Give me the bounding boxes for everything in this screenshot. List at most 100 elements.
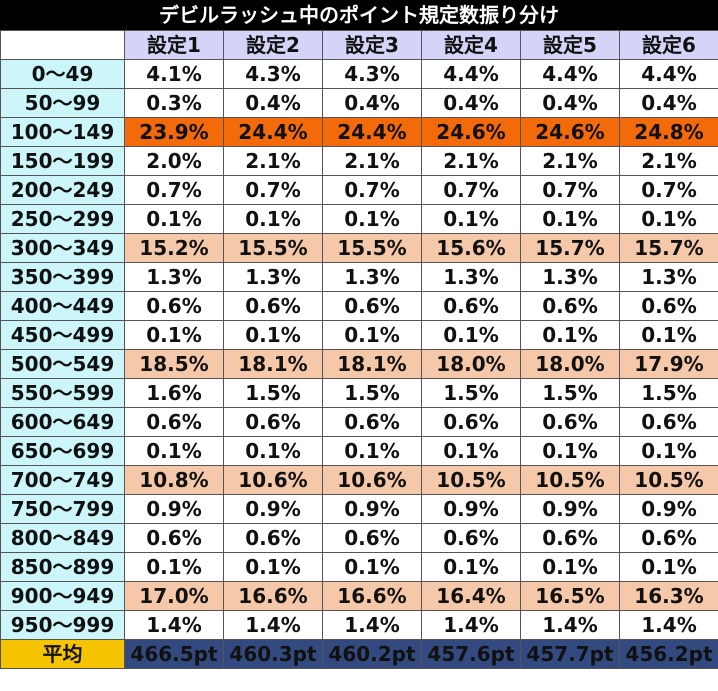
- range-cell: 750～799: [0, 494, 125, 524]
- table-row: 0～49 4.1% 4.3% 4.3% 4.4% 4.4% 4.4%: [0, 59, 718, 89]
- value-cell: 0.1%: [619, 320, 718, 350]
- value-cell: 0.9%: [421, 494, 521, 524]
- header-row: 設定1 設定2 設定3 設定4 設定5 設定6: [0, 30, 718, 60]
- value-cell: 18.0%: [421, 349, 521, 379]
- value-cell: 18.1%: [223, 349, 323, 379]
- value-cell: 0.7%: [421, 175, 521, 205]
- value-cell: 0.1%: [124, 320, 224, 350]
- value-cell: 23.9%: [124, 117, 224, 147]
- range-cell: 0～49: [0, 59, 125, 89]
- average-value: 466.5pt: [124, 639, 224, 669]
- value-cell: 1.5%: [322, 378, 422, 408]
- value-cell: 24.4%: [223, 117, 323, 147]
- table-row: 250～299 0.1% 0.1% 0.1% 0.1% 0.1% 0.1%: [0, 204, 718, 234]
- average-value: 457.6pt: [421, 639, 521, 669]
- table-row: 50～99 0.3% 0.4% 0.4% 0.4% 0.4% 0.4%: [0, 88, 718, 118]
- value-cell: 0.6%: [520, 291, 620, 321]
- value-cell: 0.1%: [322, 436, 422, 466]
- average-value: 460.2pt: [322, 639, 422, 669]
- value-cell: 0.7%: [619, 175, 718, 205]
- range-cell: 400～449: [0, 291, 125, 321]
- value-cell: 2.0%: [124, 146, 224, 176]
- value-cell: 0.7%: [520, 175, 620, 205]
- value-cell: 1.4%: [619, 610, 718, 640]
- table-row: 450～499 0.1% 0.1% 0.1% 0.1% 0.1% 0.1%: [0, 320, 718, 350]
- value-cell: 10.6%: [322, 465, 422, 495]
- value-cell: 0.6%: [322, 407, 422, 437]
- value-cell: 0.1%: [124, 436, 224, 466]
- value-cell: 15.7%: [619, 233, 718, 263]
- value-cell: 0.9%: [223, 494, 323, 524]
- value-cell: 0.1%: [421, 320, 521, 350]
- value-cell: 4.3%: [223, 59, 323, 89]
- value-cell: 0.7%: [223, 175, 323, 205]
- value-cell: 0.1%: [619, 204, 718, 234]
- value-cell: 0.6%: [619, 407, 718, 437]
- value-cell: 0.1%: [520, 320, 620, 350]
- table-row: 600～649 0.6% 0.6% 0.6% 0.6% 0.6% 0.6%: [0, 407, 718, 437]
- value-cell: 0.1%: [223, 204, 323, 234]
- table-row: 800～849 0.6% 0.6% 0.6% 0.6% 0.6% 0.6%: [0, 523, 718, 553]
- value-cell: 24.8%: [619, 117, 718, 147]
- value-cell: 0.6%: [619, 291, 718, 321]
- header-setting-5: 設定5: [520, 30, 620, 60]
- value-cell: 15.7%: [520, 233, 620, 263]
- value-cell: 15.5%: [223, 233, 323, 263]
- value-cell: 0.6%: [421, 407, 521, 437]
- table-row: 150～199 2.0% 2.1% 2.1% 2.1% 2.1% 2.1%: [0, 146, 718, 176]
- value-cell: 0.1%: [520, 436, 620, 466]
- value-cell: 0.4%: [322, 88, 422, 118]
- value-cell: 1.3%: [520, 262, 620, 292]
- value-cell: 0.6%: [619, 523, 718, 553]
- value-cell: 0.1%: [322, 204, 422, 234]
- value-cell: 0.4%: [619, 88, 718, 118]
- table-title: デビルラッシュ中のポイント規定数振り分け: [0, 0, 718, 30]
- value-cell: 1.6%: [124, 378, 224, 408]
- value-cell: 0.6%: [223, 523, 323, 553]
- value-cell: 0.1%: [421, 204, 521, 234]
- table-row: 400～449 0.6% 0.6% 0.6% 0.6% 0.6% 0.6%: [0, 291, 718, 321]
- value-cell: 15.6%: [421, 233, 521, 263]
- average-value: 457.7pt: [520, 639, 620, 669]
- value-cell: 16.6%: [322, 581, 422, 611]
- table-row: 850～899 0.1% 0.1% 0.1% 0.1% 0.1% 0.1%: [0, 552, 718, 582]
- value-cell: 1.4%: [124, 610, 224, 640]
- value-cell: 2.1%: [520, 146, 620, 176]
- value-cell: 24.6%: [421, 117, 521, 147]
- value-cell: 1.3%: [322, 262, 422, 292]
- value-cell: 0.6%: [223, 291, 323, 321]
- value-cell: 0.9%: [322, 494, 422, 524]
- value-cell: 0.6%: [124, 291, 224, 321]
- value-cell: 0.4%: [520, 88, 620, 118]
- range-cell: 800～849: [0, 523, 125, 553]
- value-cell: 0.1%: [619, 436, 718, 466]
- value-cell: 1.4%: [223, 610, 323, 640]
- range-cell: 600～649: [0, 407, 125, 437]
- value-cell: 0.1%: [520, 204, 620, 234]
- range-cell: 850～899: [0, 552, 125, 582]
- value-cell: 2.1%: [421, 146, 521, 176]
- value-cell: 10.5%: [421, 465, 521, 495]
- table-row: 500～549 18.5% 18.1% 18.1% 18.0% 18.0% 17.9%: [0, 349, 718, 379]
- value-cell: 1.5%: [520, 378, 620, 408]
- value-cell: 0.1%: [223, 320, 323, 350]
- value-cell: 24.6%: [520, 117, 620, 147]
- value-cell: 0.1%: [322, 320, 422, 350]
- value-cell: 1.4%: [322, 610, 422, 640]
- corner-cell: [0, 30, 125, 60]
- header-setting-6: 設定6: [619, 30, 718, 60]
- value-cell: 18.1%: [322, 349, 422, 379]
- value-cell: 0.9%: [520, 494, 620, 524]
- value-cell: 0.3%: [124, 88, 224, 118]
- value-cell: 1.5%: [421, 378, 521, 408]
- value-cell: 1.5%: [223, 378, 323, 408]
- value-cell: 2.1%: [619, 146, 718, 176]
- value-cell: 0.6%: [520, 523, 620, 553]
- value-cell: 0.6%: [520, 407, 620, 437]
- value-cell: 17.0%: [124, 581, 224, 611]
- value-cell: 0.7%: [124, 175, 224, 205]
- value-cell: 4.4%: [520, 59, 620, 89]
- average-label: 平均: [0, 639, 125, 669]
- header-setting-4: 設定4: [421, 30, 521, 60]
- value-cell: 16.5%: [520, 581, 620, 611]
